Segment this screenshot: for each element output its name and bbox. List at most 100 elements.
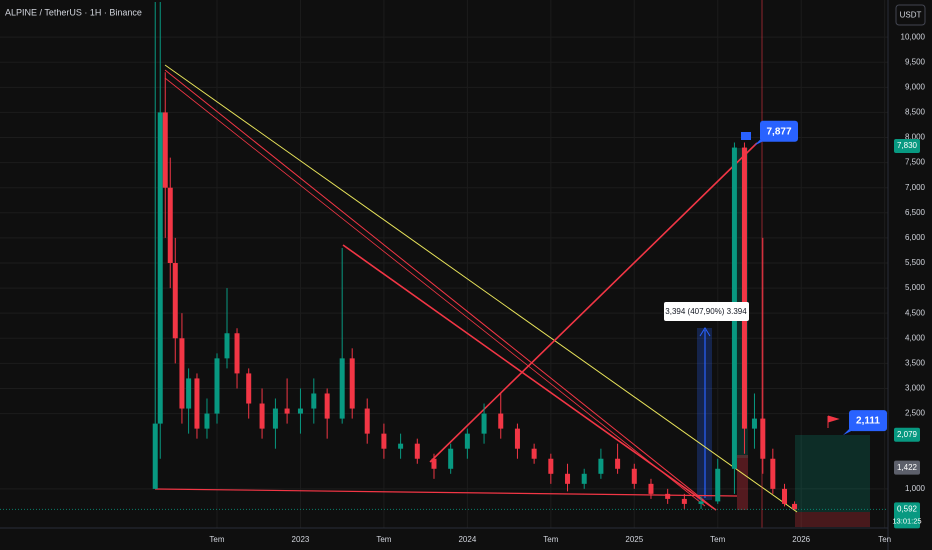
candle-body: [548, 458, 554, 474]
trend-line: [342, 244, 717, 511]
y-tick-label: 1,000: [905, 484, 926, 493]
candle-body: [760, 418, 766, 459]
candle-body: [398, 443, 404, 449]
candle-body: [514, 428, 520, 449]
currency[interactable]: USDT: [900, 11, 922, 20]
price-label: 7,830: [897, 141, 918, 150]
candle-body: [681, 498, 687, 504]
candle-body: [311, 393, 317, 409]
y-tick-label: 2,500: [905, 409, 926, 418]
flag-icon: [827, 415, 840, 428]
price-scale: [888, 0, 932, 550]
y-tick-label: 9,000: [905, 82, 926, 91]
candle-body: [648, 483, 654, 494]
y-tick-label: 6,500: [905, 208, 926, 217]
chart-title: ALPINE / TetherUS · 1H · Binance: [5, 7, 142, 17]
x-tick-label: 2025: [625, 535, 643, 544]
candle-body: [665, 493, 671, 499]
candle-body: [782, 488, 788, 504]
y-tick-label: 6,000: [905, 233, 926, 242]
y-tick-label: 4,500: [905, 308, 926, 317]
y-tick-label: 8,500: [905, 108, 926, 117]
y-tick-label: 9,500: [905, 57, 926, 66]
candle-body: [464, 433, 470, 449]
y-tick-label: 7,000: [905, 183, 926, 192]
candle-body: [770, 458, 776, 489]
position-stop: [737, 455, 748, 510]
candle-body: [581, 473, 587, 484]
long-position-stop: [795, 512, 870, 527]
x-tick-label: Tem: [710, 535, 725, 544]
candle-body: [741, 147, 747, 429]
candle-body: [498, 413, 504, 429]
flag-label: 7,877: [766, 126, 791, 137]
y-tick-label: 10,000: [901, 32, 926, 41]
candle-body: [698, 501, 704, 504]
candle-body: [204, 413, 210, 429]
candle-body: [214, 358, 220, 414]
price-label-box: [894, 460, 920, 475]
measure-label: 3,394 (407,90%) 3.394: [665, 307, 747, 316]
candle-body: [152, 423, 158, 489]
candle-body: [431, 458, 437, 469]
price-label: 1,422: [897, 463, 918, 472]
candle-body: [259, 403, 265, 429]
x-tick-label: Tem: [376, 535, 391, 544]
candle-body: [172, 262, 178, 339]
long-position-target: [795, 435, 870, 512]
candle-body: [481, 413, 487, 434]
candle-body: [615, 458, 621, 469]
labels: 10,000 9,500 9,000 8,500 8,000 7,500 7,000 6,50…: [0, 32, 926, 544]
measure-label: 3,394 (407,90%) 3.394: [664, 302, 749, 321]
candle-body: [194, 378, 200, 429]
candle-body: [297, 408, 303, 414]
measure-label-box: [664, 302, 749, 321]
flag-box: [849, 410, 887, 432]
grid: [0, 0, 888, 528]
y-tick-label: 5,000: [905, 283, 926, 292]
candle-body: [284, 408, 290, 414]
y-tick-label: 4,000: [905, 333, 926, 342]
candle-body: [598, 458, 604, 474]
candle-body: [364, 408, 370, 434]
candle-body: [162, 112, 168, 188]
y-tick-label: 7,500: [905, 158, 926, 167]
y-tick-label: 3,000: [905, 384, 926, 393]
candle-body: [234, 333, 240, 374]
candle-body: [179, 338, 185, 409]
price-label: 0,592: [897, 504, 918, 513]
candle-body: [792, 503, 798, 510]
flag-box: [760, 120, 798, 142]
trend-line: [164, 64, 798, 513]
candle-body: [157, 112, 163, 424]
flag-icon: [741, 132, 751, 140]
candle-body: [224, 333, 230, 359]
x-tick-label: Ten: [878, 535, 891, 544]
candle-body: [272, 408, 278, 429]
candle-body: [715, 468, 721, 502]
candle-body: [349, 358, 355, 409]
candle-body: [324, 393, 330, 419]
countdown: 13:01:25: [892, 516, 921, 525]
trend-line: [164, 69, 717, 511]
currency-button[interactable]: [895, 4, 926, 26]
support-line: [154, 488, 738, 497]
flag-label: 2,111: [856, 416, 880, 427]
candle-body: [448, 448, 454, 469]
candle-body: [631, 468, 637, 484]
price-label-box: [894, 139, 920, 154]
candle-body: [339, 358, 345, 419]
x-tick-label: 2024: [458, 535, 476, 544]
candle-body: [167, 187, 173, 263]
y-tick-label: 3,500: [905, 358, 926, 367]
candle-body: [246, 373, 252, 404]
x-tick-label: 2023: [292, 535, 310, 544]
y-tick-label: 8,000: [905, 133, 926, 142]
y-tick-label: 5,500: [905, 258, 926, 267]
candle-body: [565, 473, 571, 484]
candle-body: [751, 418, 757, 429]
price-label: 2,079: [897, 430, 918, 439]
price-label-box: [894, 502, 920, 529]
candle-body: [186, 378, 192, 409]
